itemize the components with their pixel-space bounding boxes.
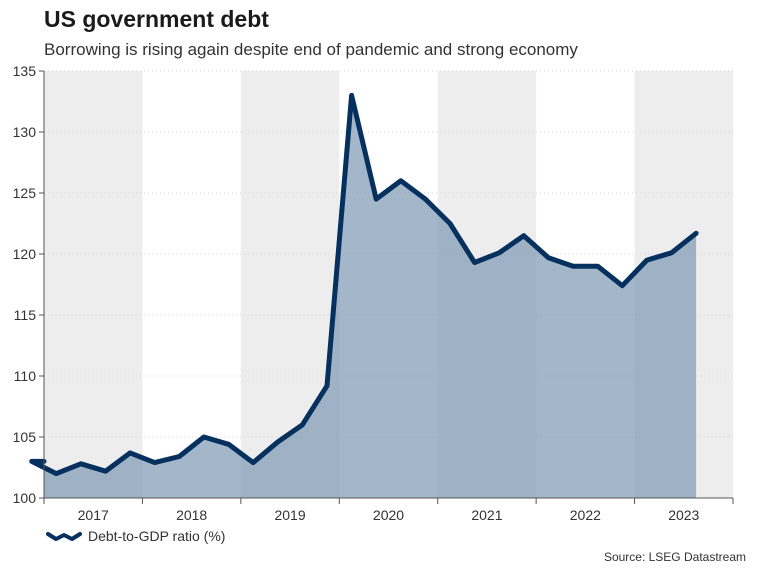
y-tick-label-105: 105: [13, 429, 37, 445]
y-tick-labels: 100 105 110 115 120 125 130 135: [13, 63, 37, 506]
y-tick-label-130: 130: [13, 124, 37, 140]
x-tick-label-2019: 2019: [274, 507, 305, 523]
y-tick-label-110: 110: [14, 368, 37, 384]
x-tick-label-2021: 2021: [471, 507, 502, 523]
series-line: [29, 92, 699, 477]
x-tick-labels: 2017 2018 2019 2020 2021 2022 2023: [78, 507, 700, 523]
legend: Debt-to-GDP ratio (%): [46, 528, 225, 544]
y-tick-label-135: 135: [13, 63, 37, 79]
chart-subtitle: Borrowing is rising again despite end of…: [44, 40, 578, 59]
x-tick-label-2023: 2023: [668, 507, 699, 523]
axes-group: [39, 70, 734, 504]
x-tick-label-2022: 2022: [570, 507, 601, 523]
chart-title: US government debt: [44, 6, 269, 32]
y-tick-label-120: 120: [13, 246, 37, 262]
year-shade-2017: [44, 71, 143, 498]
x-tick-label-2018: 2018: [176, 507, 207, 523]
source-note: Source: LSEG Datastream: [603, 550, 746, 564]
y-tick-label-125: 125: [13, 185, 37, 201]
y-tick-label-100: 100: [13, 490, 37, 506]
legend-label: Debt-to-GDP ratio (%): [88, 528, 226, 544]
x-tick-label-2017: 2017: [78, 507, 109, 523]
legend-line-icon: [46, 532, 82, 541]
x-tick-label-2020: 2020: [373, 507, 404, 523]
y-tick-label-115: 115: [14, 307, 37, 323]
series-area: [31, 95, 697, 499]
